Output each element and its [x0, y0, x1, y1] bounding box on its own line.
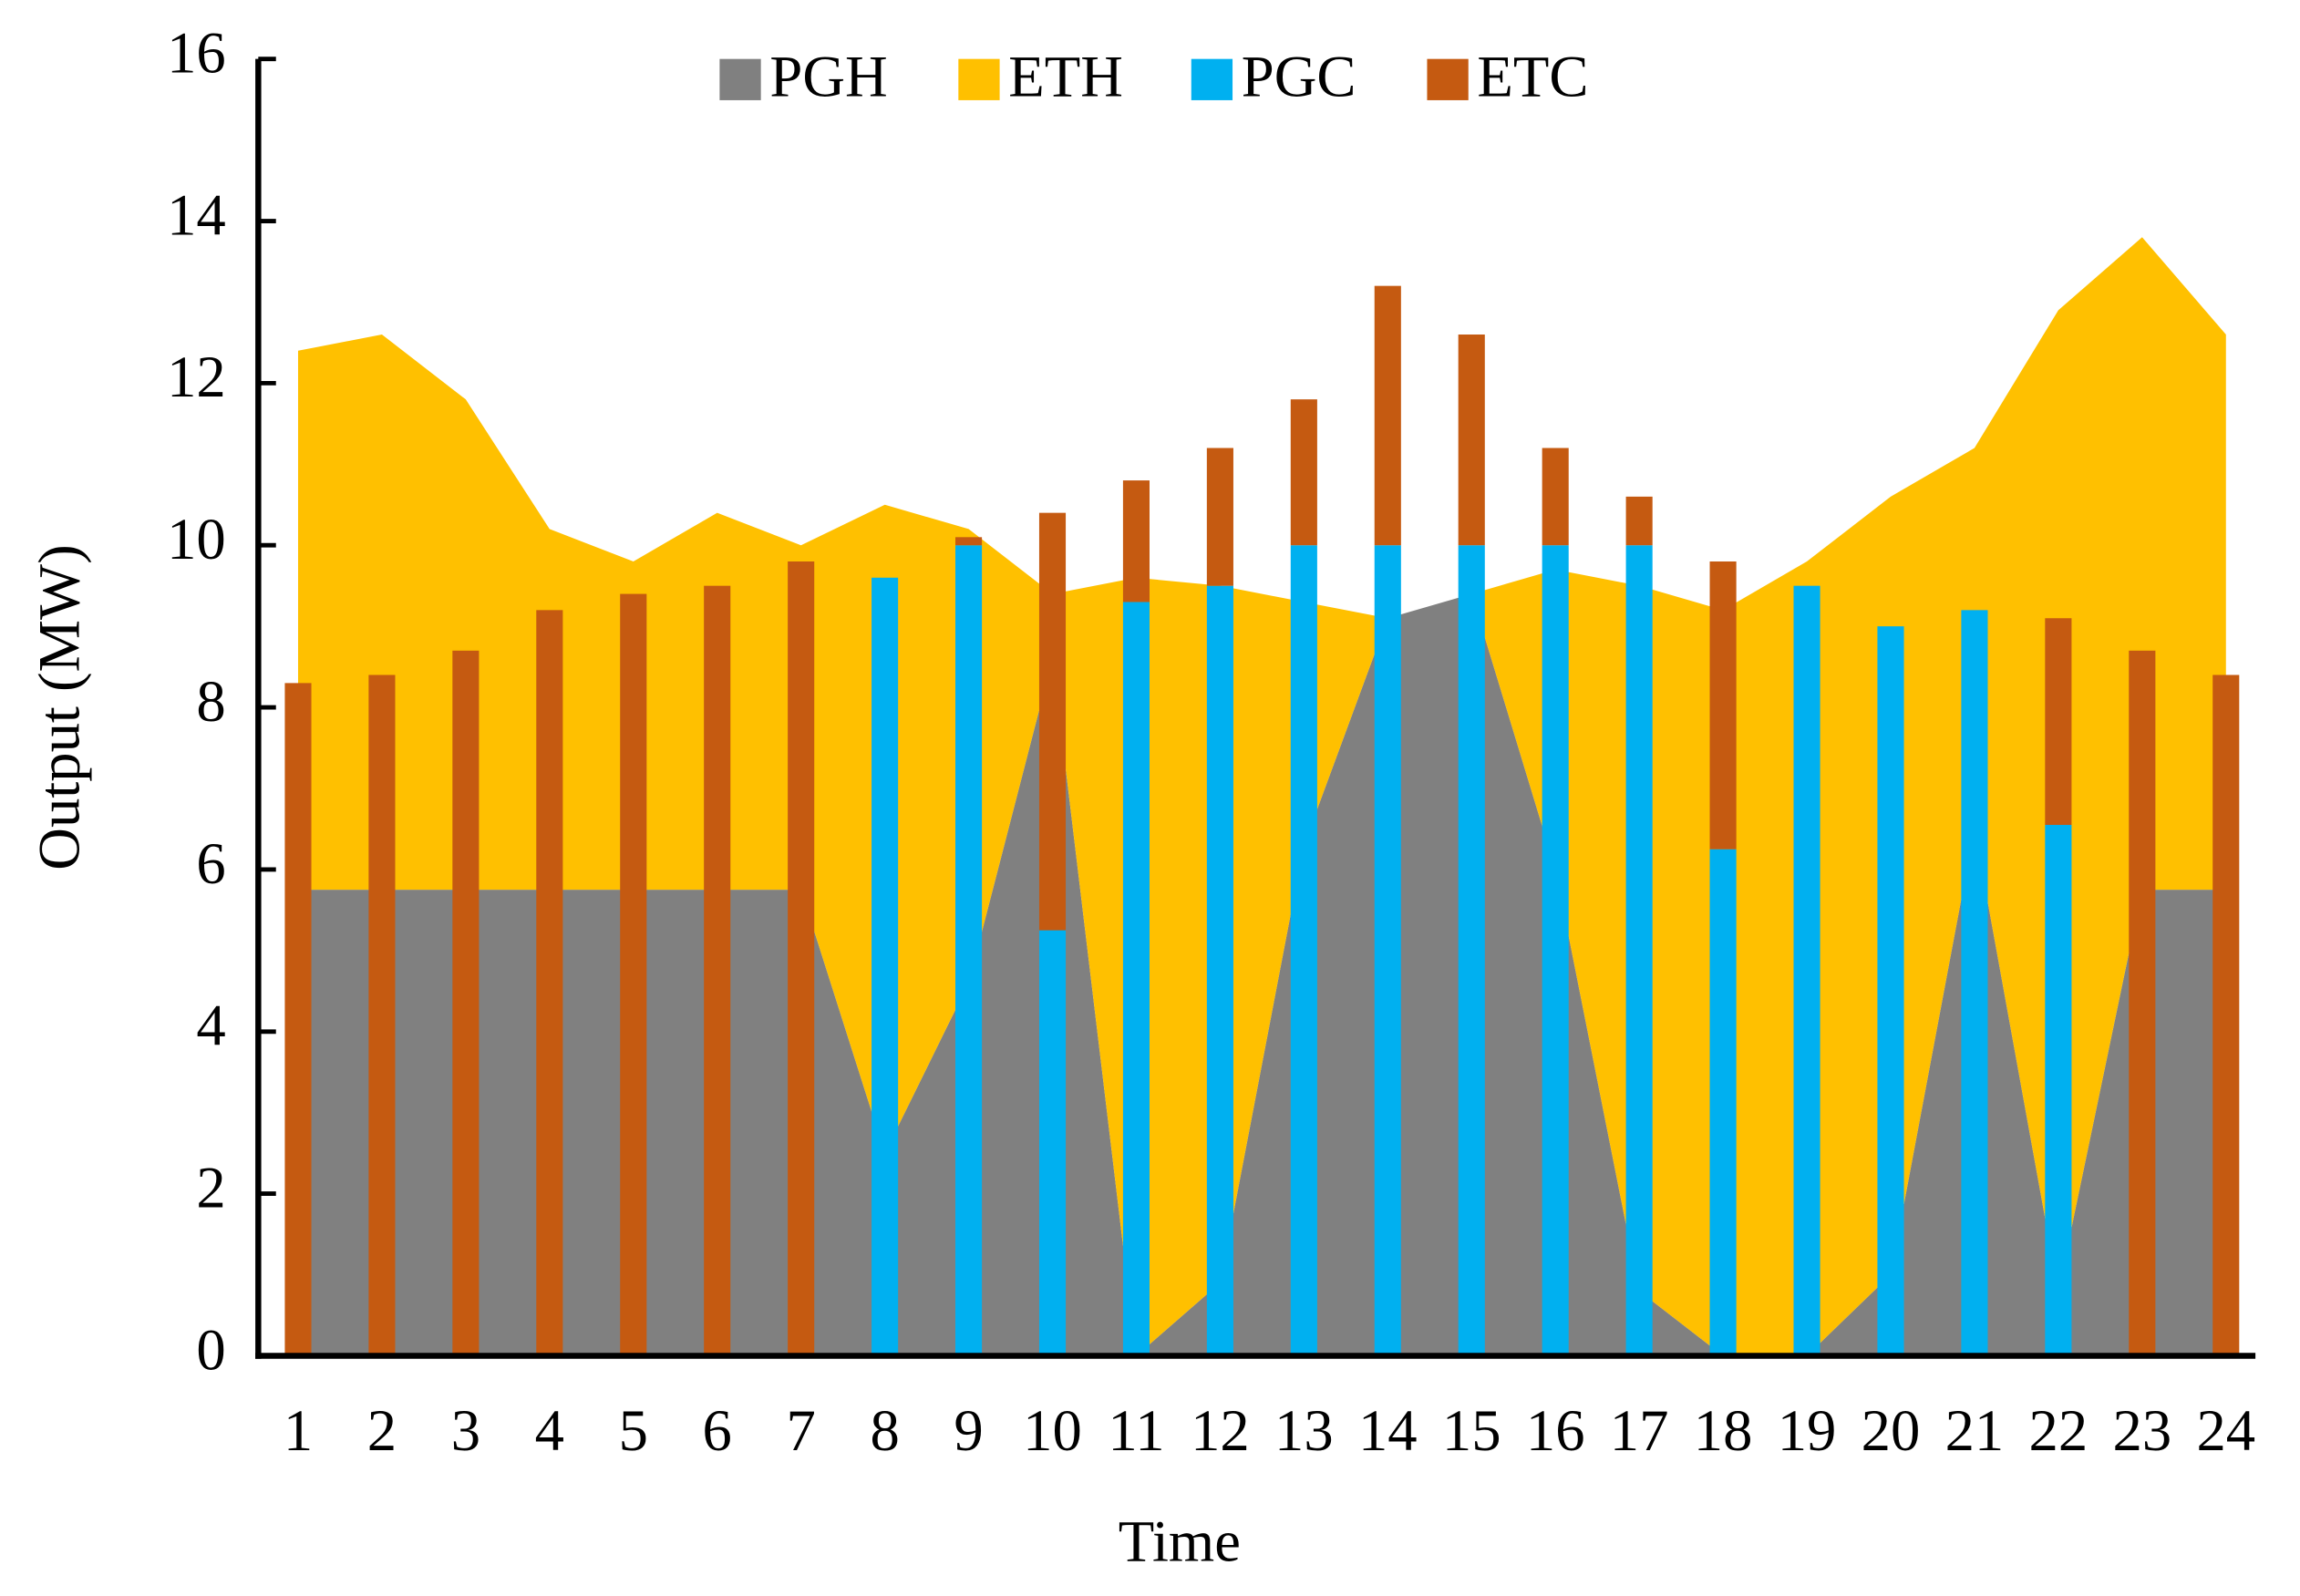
x-tick-label: 2 — [367, 1397, 397, 1463]
legend-swatch — [1427, 58, 1469, 100]
x-tick-label: 3 — [451, 1397, 480, 1463]
bar — [1542, 448, 1569, 546]
bar — [1038, 512, 1067, 931]
bar — [1374, 285, 1401, 546]
x-tick-label: 22 — [2029, 1397, 2089, 1463]
legend-swatch — [1191, 58, 1233, 100]
legend-label: PGC — [1242, 43, 1356, 108]
bar — [1709, 849, 1737, 1356]
x-tick-label: 6 — [703, 1397, 732, 1463]
x-axis-label: Time — [1119, 1508, 1241, 1573]
legend-label: ETC — [1477, 43, 1588, 108]
x-tick-label: 13 — [1274, 1397, 1334, 1463]
bar — [1374, 545, 1401, 1356]
bar — [1709, 561, 1737, 849]
bar — [1961, 610, 1988, 1356]
y-tick-label: 8 — [196, 668, 225, 734]
bar — [1877, 626, 1904, 1356]
x-tick-label: 7 — [787, 1397, 816, 1463]
x-tick-label: 5 — [619, 1397, 648, 1463]
x-tick-label: 24 — [2196, 1397, 2255, 1463]
bar — [704, 585, 731, 1356]
bar — [1290, 399, 1317, 546]
y-tick-label: 12 — [167, 344, 226, 409]
y-tick-label: 10 — [167, 506, 226, 571]
y-tick-label: 14 — [167, 181, 226, 247]
bar — [1458, 335, 1485, 546]
x-tick-label: 20 — [1862, 1397, 1921, 1463]
bar — [872, 577, 899, 1356]
legend-label: ETH — [1008, 43, 1123, 108]
bar — [1122, 480, 1150, 602]
x-tick-label: 18 — [1694, 1397, 1753, 1463]
legend-label: PGH — [769, 43, 887, 108]
y-tick-label: 0 — [196, 1316, 225, 1382]
area — [297, 593, 2226, 1356]
x-tick-label: 21 — [1945, 1397, 2005, 1463]
y-axis-label: Output (MW) — [26, 544, 91, 870]
bar — [452, 650, 480, 1356]
y-tick-label: 16 — [167, 20, 226, 86]
y-tick-label: 6 — [196, 830, 225, 896]
bar — [1206, 585, 1233, 1356]
legend-swatch — [958, 58, 1000, 100]
x-tick-label: 10 — [1023, 1397, 1082, 1463]
x-tick-label: 12 — [1191, 1397, 1250, 1463]
bar — [1458, 545, 1485, 1356]
legend-swatch — [719, 58, 761, 100]
x-tick-label: 9 — [954, 1397, 983, 1463]
bar — [955, 545, 983, 1356]
x-tick-label: 15 — [1442, 1397, 1501, 1463]
bar — [2212, 674, 2240, 1356]
bar — [1038, 930, 1067, 1356]
bar — [2045, 618, 2072, 826]
x-tick-label: 19 — [1778, 1397, 1837, 1463]
x-tick-label: 23 — [2112, 1397, 2171, 1463]
y-tick-label: 2 — [196, 1154, 225, 1220]
bar — [284, 683, 312, 1356]
bar — [1625, 496, 1653, 546]
bar — [536, 610, 563, 1356]
bar — [1542, 545, 1569, 1356]
x-tick-label: 4 — [535, 1397, 564, 1463]
x-tick-label: 17 — [1610, 1397, 1669, 1463]
bar — [788, 561, 815, 1356]
y-tick-label: 4 — [196, 993, 225, 1058]
bar — [620, 593, 647, 1356]
x-tick-label: 1 — [284, 1397, 313, 1463]
bar — [1290, 545, 1317, 1356]
x-tick-label: 11 — [1108, 1397, 1164, 1463]
bar — [2045, 825, 2072, 1356]
x-tick-label: 16 — [1526, 1397, 1585, 1463]
x-tick-label: 8 — [870, 1397, 899, 1463]
bar — [1122, 602, 1150, 1356]
bar — [1206, 448, 1233, 586]
x-tick-label: 14 — [1358, 1397, 1418, 1463]
area — [297, 237, 2226, 1356]
bar — [955, 537, 983, 546]
bar — [1625, 545, 1653, 1356]
bar — [368, 674, 396, 1356]
bar — [1793, 585, 1820, 1356]
bar — [2129, 650, 2156, 1356]
